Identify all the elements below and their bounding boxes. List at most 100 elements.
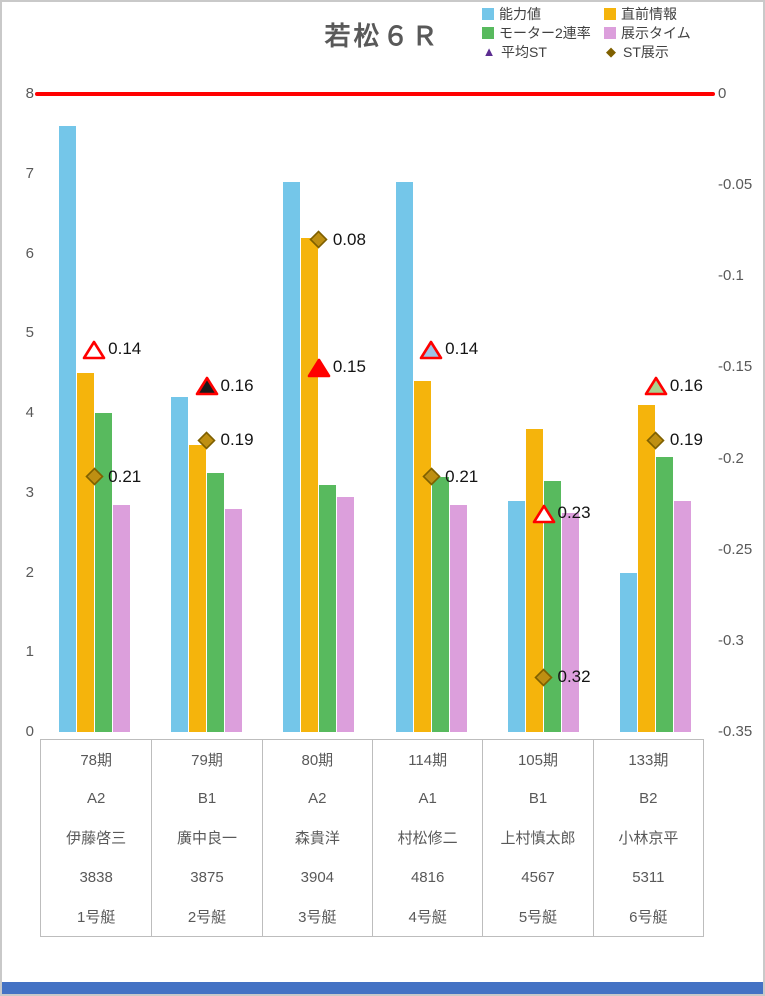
- st-display-diamond-marker: [85, 467, 104, 486]
- legend-square-swatch: [482, 7, 494, 20]
- st-display-diamond-marker: [197, 431, 216, 450]
- legend-square-swatch: [604, 26, 616, 39]
- marker-value-label: 0.15: [332, 357, 366, 377]
- reference-line: [35, 92, 715, 96]
- category-cell: 80期 A2 森貴洋 3904 3号艇: [261, 740, 372, 936]
- chart-bar: [674, 500, 692, 732]
- chart-bar: [508, 500, 525, 732]
- legend-label: 平均ST: [501, 43, 547, 60]
- legend-label: 直前情報: [621, 5, 677, 22]
- left-axis-tick: 8: [25, 85, 34, 102]
- category-boat-label: 2号艇: [187, 908, 227, 926]
- legend-triangle-icon: ▲: [482, 44, 496, 59]
- avg-st-triangle-marker: [419, 340, 443, 359]
- chart-bar: [562, 512, 579, 732]
- category-name-label: 村松修二: [397, 830, 458, 848]
- left-axis-tick: 6: [25, 244, 34, 262]
- chart-bar: [620, 572, 638, 732]
- avg-st-triangle-marker: [307, 358, 331, 378]
- legend-item: 能力値: [482, 4, 604, 23]
- left-axis-tick: 1: [25, 643, 34, 661]
- legend-label: モーター2連率: [499, 24, 591, 41]
- legend-item: モーター2連率: [482, 23, 604, 42]
- right-axis-tick: -0.3: [718, 631, 744, 649]
- category-cell: 78期 A2 伊藤啓三 3838 1号艇: [41, 740, 151, 936]
- chart-bar: [58, 125, 76, 732]
- category-grade-label: B1: [528, 790, 548, 808]
- category-cell: 79期 B1 廣中良一 3875 2号艇: [151, 740, 261, 936]
- category-reg-no-label: 4816: [410, 868, 445, 886]
- marker-value-label: 0.21: [108, 466, 142, 486]
- category-reg-no-label: 3875: [190, 868, 224, 886]
- avg-st-triangle-marker: [195, 376, 218, 396]
- category-grade-label: B2: [639, 790, 658, 808]
- chart-bar: [283, 181, 301, 732]
- chart-bar: [301, 237, 319, 732]
- category-period-label: 105期: [517, 752, 558, 770]
- left-axis-tick: 2: [25, 563, 34, 581]
- chart-bar: [413, 381, 431, 732]
- chart-bar: [94, 413, 112, 732]
- right-axis-tick: 0: [718, 85, 727, 102]
- right-axis-tick: -0.25: [718, 540, 753, 558]
- category-period-label: 79期: [191, 752, 223, 770]
- chart-bar: [656, 456, 674, 732]
- category-grade-label: B1: [197, 790, 217, 808]
- marker-value-label: 0.21: [445, 466, 479, 486]
- avg-st-triangle-marker: [82, 340, 106, 359]
- avg-st-triangle-marker: [644, 376, 668, 396]
- left-axis-tick: 4: [25, 404, 34, 421]
- category-reg-no-label: 3838: [79, 868, 113, 886]
- category-name-label: 上村慎太郎: [500, 830, 576, 848]
- chart-bar: [449, 504, 467, 732]
- category-period-label: 78期: [80, 752, 112, 770]
- marker-value-label: 0.19: [669, 430, 703, 450]
- category-name-label: 小林京平: [618, 830, 679, 848]
- legend-square-swatch: [482, 26, 494, 39]
- legend-label: 展示タイム: [621, 24, 691, 41]
- marker-value-label: 0.14: [445, 339, 479, 359]
- right-axis-tick: -0.05: [718, 176, 753, 194]
- legend-item: ◆ ST展示: [604, 42, 691, 61]
- marker-value-label: 0.08: [332, 229, 366, 249]
- st-display-diamond-marker: [422, 467, 441, 486]
- marker-value-label: 0.16: [220, 375, 254, 395]
- bottom-scrollbar[interactable]: [2, 982, 763, 994]
- right-axis-tick: -0.1: [718, 267, 744, 285]
- category-boat-label: 1号艇: [76, 908, 116, 926]
- right-axis-tick: -0.35: [718, 723, 753, 740]
- category-table: 78期 A2 伊藤啓三 3838 1号艇 79期 B1 廣中良一 3875 2号艇 80期 A2 森貴洋…: [40, 739, 704, 937]
- legend-item: 展示タイム: [604, 23, 691, 42]
- category-boat-label: 4号艇: [408, 908, 447, 926]
- category-period-label: 114期: [408, 752, 448, 770]
- category-boat-label: 6号艇: [629, 908, 668, 926]
- category-grade-label: A2: [308, 790, 327, 808]
- st-display-diamond-marker: [646, 431, 665, 450]
- category-name-label: 森貴洋: [294, 830, 340, 848]
- category-boat-label: 5号艇: [518, 908, 558, 926]
- marker-value-label: 0.16: [669, 375, 703, 395]
- chart-bar: [395, 181, 413, 732]
- category-name-label: 廣中良一: [176, 830, 237, 848]
- category-cell: 105期 B1 上村慎太郎 4567 5号艇: [482, 740, 592, 936]
- chart-bar: [638, 405, 656, 732]
- legend-diamond-icon: ◆: [606, 44, 616, 59]
- category-cell: 133期 B2 小林京平 5311 6号艇: [592, 740, 703, 936]
- chart-legend: 能力値 直前情報モーター2連率 展示タイム ▲ 平均ST ◆ ST展示: [482, 4, 691, 61]
- chart-bar: [337, 496, 355, 732]
- legend-square-swatch: [604, 7, 616, 20]
- chart-bar: [189, 444, 206, 732]
- category-cell: 114期 A1 村松修二 4816 4号艇: [372, 740, 482, 936]
- legend-item: 直前情報: [604, 4, 691, 23]
- chart-bar: [112, 504, 130, 732]
- category-name-label: 伊藤啓三: [66, 830, 127, 848]
- left-axis-tick: 3: [25, 483, 34, 501]
- category-period-label: 80期: [301, 752, 334, 770]
- legend-label: ST展示: [623, 43, 669, 60]
- chart-bar: [526, 428, 543, 732]
- category-period-label: 133期: [628, 752, 669, 770]
- category-reg-no-label: 5311: [632, 868, 665, 886]
- right-axis-tick: -0.2: [718, 449, 744, 467]
- right-axis-tick: -0.15: [718, 358, 753, 376]
